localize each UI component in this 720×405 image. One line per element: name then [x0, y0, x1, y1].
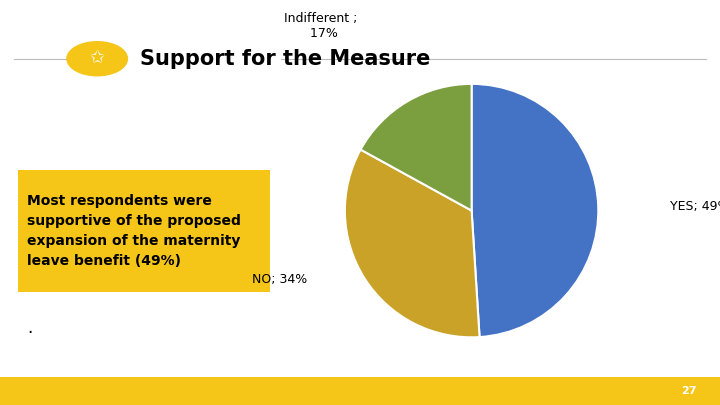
Text: Support for the Measure: Support for the Measure [140, 49, 431, 69]
Text: YES; 49%: YES; 49% [670, 200, 720, 213]
Text: 27: 27 [680, 386, 696, 396]
Circle shape [67, 42, 127, 76]
Text: Most respondents were
supportive of the proposed
expansion of the maternity
leav: Most respondents were supportive of the … [27, 194, 240, 268]
Wedge shape [361, 84, 472, 211]
Text: NO; 34%: NO; 34% [252, 273, 307, 286]
Text: .: . [27, 319, 32, 337]
FancyBboxPatch shape [18, 170, 270, 292]
Text: ✩: ✩ [89, 49, 105, 67]
Wedge shape [472, 84, 598, 337]
Wedge shape [345, 149, 480, 337]
FancyBboxPatch shape [0, 377, 720, 405]
Text: Indifferent ;
  17%: Indifferent ; 17% [284, 12, 357, 40]
